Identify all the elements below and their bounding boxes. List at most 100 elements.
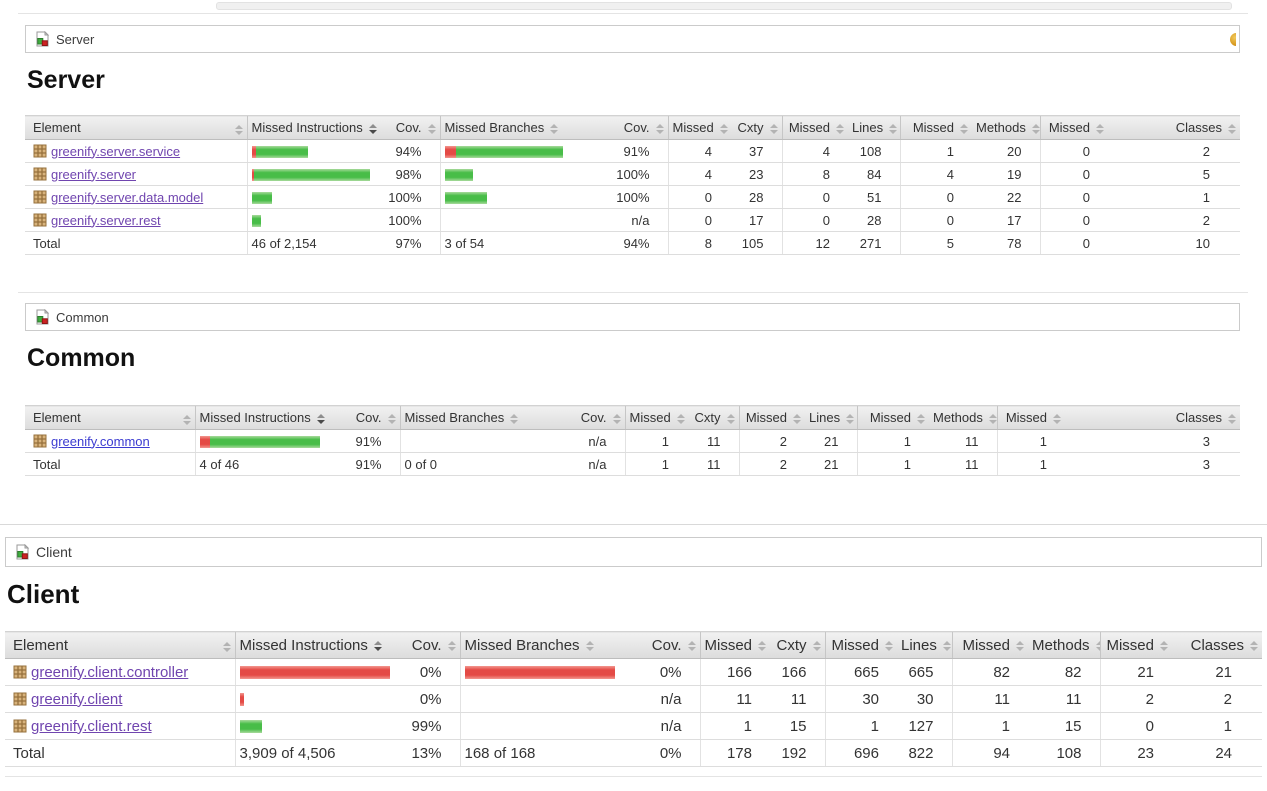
coverage-bar-cell [246, 162, 383, 186]
sort-arrows-icon [846, 413, 855, 424]
column-header-cxty-6[interactable]: Cxty [687, 405, 739, 430]
total-label: Total [5, 739, 235, 767]
column-header-missed-instructions-1[interactable]: Missed Instructions [246, 115, 383, 140]
total-label: Total [25, 231, 247, 255]
coverage-bar-cell [246, 185, 383, 209]
column-header-cov--2[interactable]: Cov. [345, 405, 400, 430]
counter-cxty: 15 [770, 712, 825, 740]
package-link[interactable]: greenify.client.rest [31, 717, 152, 735]
column-header-cov--4[interactable]: Cov. [555, 405, 625, 430]
column-header-missed-instructions-1[interactable]: Missed Instructions [194, 405, 345, 430]
counter-missed-lines: 8 [781, 162, 848, 186]
coverage-bar-cell [234, 685, 400, 713]
session-icon[interactable] [1230, 33, 1236, 47]
coverage-bar-covered [255, 146, 308, 159]
sort-arrows-icon [812, 640, 821, 651]
column-header-cov--2[interactable]: Cov. [383, 115, 440, 140]
counter-lines: 30 [897, 685, 952, 713]
total-classes: 10 [1108, 231, 1240, 255]
sort-arrows-icon [373, 640, 382, 651]
coverage-bar-cell [439, 139, 600, 163]
sort-arrows-icon [550, 123, 559, 134]
column-header-missed-branches-3[interactable]: Missed Branches [459, 631, 630, 659]
package-link[interactable]: greenify.server.service [51, 143, 181, 159]
column-header-missed-7[interactable]: Missed [824, 631, 897, 659]
column-header-lines-8[interactable]: Lines [848, 115, 900, 140]
counter-missed-classes: 1 [996, 429, 1065, 453]
total-missed-methods: 5 [899, 231, 972, 255]
table-total-row: Total 46 of 2,154 97% 3 of 54 94% 8 105 12 271 5 7… [25, 231, 1240, 255]
total-classes: 24 [1172, 739, 1262, 767]
column-label: Missed Instructions [239, 636, 368, 654]
breadcrumb-client[interactable]: Client [5, 537, 1262, 567]
column-header-classes-12[interactable]: Classes [1108, 115, 1240, 140]
total-classes: 3 [1065, 452, 1240, 476]
counter-classes: 2 [1108, 208, 1240, 232]
sort-arrows-icon [719, 123, 728, 134]
column-header-cov--4[interactable]: Cov. [630, 631, 700, 659]
coverage-bar-missed [199, 436, 210, 449]
column-header-missed-9[interactable]: Missed [951, 631, 1028, 659]
column-header-cxty-6[interactable]: Cxty [770, 631, 825, 659]
section-divider [5, 776, 1262, 777]
column-header-missed-11[interactable]: Missed [1039, 115, 1108, 140]
package-link[interactable]: greenify.server [51, 166, 137, 182]
column-header-missed-11[interactable]: Missed [996, 405, 1065, 430]
package-link[interactable]: greenify.server.data.model [51, 189, 204, 205]
column-header-cxty-6[interactable]: Cxty [730, 115, 782, 140]
counter-missed-classes: 0 [1099, 712, 1172, 740]
counter-missed-classes: 0 [1039, 162, 1108, 186]
branches-coverage: 100% [600, 162, 668, 186]
column-header-missed-7[interactable]: Missed [781, 115, 848, 140]
sort-arrows-icon [1250, 640, 1258, 651]
column-header-methods-10[interactable]: Methods [972, 115, 1040, 140]
counter-lines: 108 [848, 139, 900, 163]
column-header-classes-12[interactable]: Classes [1172, 631, 1262, 659]
column-header-element-0[interactable]: Element [25, 405, 195, 430]
column-header-classes-12[interactable]: Classes [1065, 405, 1240, 430]
column-header-missed-9[interactable]: Missed [856, 405, 929, 430]
coverage-bar-missed [251, 146, 256, 159]
column-label: Methods [933, 410, 983, 425]
element-cell: greenify.client [5, 685, 235, 713]
column-header-missed-5[interactable]: Missed [667, 115, 730, 140]
counter-cxty: 17 [730, 208, 782, 232]
column-header-element-0[interactable]: Element [25, 115, 247, 140]
counter-missed-lines: 1 [824, 712, 897, 740]
package-link[interactable]: greenify.client.controller [31, 663, 189, 681]
counter-missed-classes: 0 [1039, 139, 1108, 163]
package-link[interactable]: greenify.server.rest [51, 212, 161, 228]
column-header-missed-7[interactable]: Missed [738, 405, 805, 430]
column-header-methods-10[interactable]: Methods [1028, 631, 1100, 659]
column-header-element-0[interactable]: Element [5, 631, 235, 659]
coverage-bar-missed [251, 169, 254, 182]
column-header-missed-5[interactable]: Missed [624, 405, 687, 430]
column-header-lines-8[interactable]: Lines [897, 631, 952, 659]
column-header-missed-branches-3[interactable]: Missed Branches [439, 115, 600, 140]
column-header-cov--2[interactable]: Cov. [400, 631, 460, 659]
table-row: greenify.client 0% n/a 11 11 30 30 11 11 2 2 [5, 685, 1262, 713]
counter-missed-cxty: 166 [699, 658, 770, 686]
instructions-coverage: 0% [400, 685, 460, 713]
column-label: Cov. [580, 410, 607, 425]
column-header-missed-11[interactable]: Missed [1099, 631, 1172, 659]
counter-missed-methods: 4 [899, 162, 972, 186]
breadcrumb-common[interactable]: Common [25, 303, 1240, 331]
column-header-lines-8[interactable]: Lines [805, 405, 857, 430]
column-header-missed-9[interactable]: Missed [899, 115, 972, 140]
package-link[interactable]: greenify.client [31, 690, 123, 708]
counter-classes: 1 [1108, 185, 1240, 209]
breadcrumb-server[interactable]: Server [25, 25, 1240, 53]
package-link[interactable]: greenify.common [51, 433, 150, 449]
counter-classes: 2 [1108, 139, 1240, 163]
column-header-missed-5[interactable]: Missed [699, 631, 770, 659]
total-missed-lines: 2 [738, 452, 805, 476]
column-header-cov--4[interactable]: Cov. [600, 115, 668, 140]
sort-arrows-icon [1031, 123, 1040, 134]
coverage-bar-missed [239, 693, 244, 707]
column-header-missed-instructions-1[interactable]: Missed Instructions [234, 631, 400, 659]
section-divider [0, 524, 1267, 525]
column-header-missed-branches-3[interactable]: Missed Branches [399, 405, 555, 430]
counter-missed-methods: 1 [856, 429, 929, 453]
column-header-methods-10[interactable]: Methods [929, 405, 997, 430]
